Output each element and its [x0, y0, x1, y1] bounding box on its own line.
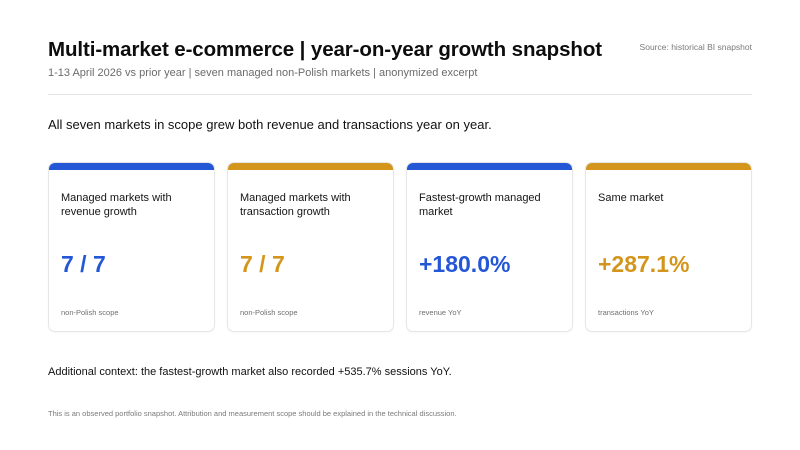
- page-subtitle: 1-13 April 2026 vs prior year | seven ma…: [48, 67, 478, 79]
- headline-statement: All seven markets in scope grew both rev…: [48, 117, 492, 132]
- card-label: Fastest-growth managed market: [419, 192, 541, 218]
- header-divider: [48, 94, 752, 95]
- card-value: +287.1%: [598, 251, 690, 277]
- page-title: Multi-market e-commerce | year-on-year g…: [48, 38, 602, 61]
- kpi-card-revenue-growth: Managed markets with revenue growth 7 / …: [48, 162, 215, 332]
- card-accent-bar: [228, 163, 393, 170]
- source-note: Source: historical BI snapshot: [639, 42, 752, 52]
- kpi-card-same-market: Same market +287.1% transactions YoY: [585, 162, 752, 332]
- kpi-card-row: Managed markets with revenue growth 7 / …: [48, 162, 752, 332]
- additional-context: Additional context: the fastest-growth m…: [48, 366, 452, 378]
- kpi-card-fastest-market: Fastest-growth managed market +180.0% re…: [406, 162, 573, 332]
- card-accent-bar: [407, 163, 572, 170]
- kpi-card-transaction-growth: Managed markets with transaction growth …: [227, 162, 394, 332]
- card-label: Managed markets with revenue growth: [61, 192, 172, 218]
- footnote: This is an observed portfolio snapshot. …: [48, 409, 457, 418]
- card-accent-bar: [586, 163, 751, 170]
- card-label: Managed markets with transaction growth: [240, 192, 351, 218]
- card-label: Same market: [598, 192, 664, 204]
- card-value: 7 / 7: [61, 251, 106, 277]
- card-value: +180.0%: [419, 251, 511, 277]
- card-note: revenue YoY: [419, 308, 462, 317]
- card-value: 7 / 7: [240, 251, 285, 277]
- card-note: transactions YoY: [598, 308, 654, 317]
- card-note: non-Polish scope: [240, 308, 298, 317]
- card-note: non-Polish scope: [61, 308, 119, 317]
- card-accent-bar: [49, 163, 214, 170]
